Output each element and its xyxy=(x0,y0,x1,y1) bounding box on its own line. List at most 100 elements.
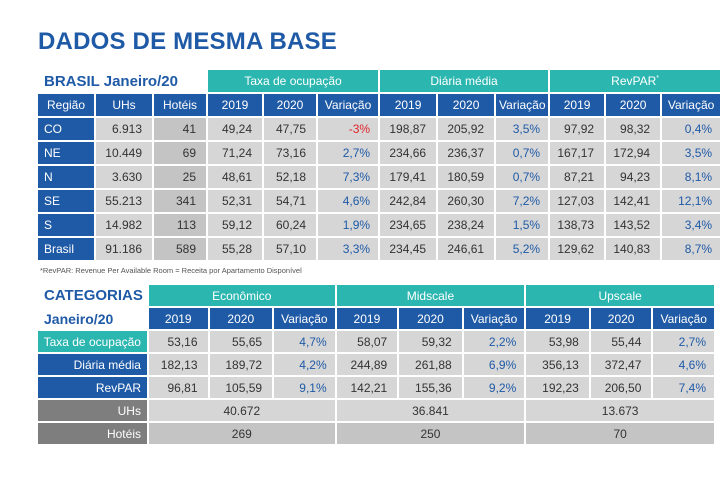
hoteis-cell: 25 xyxy=(154,166,207,188)
revpar-footnote: *RevPAR: Revenue Per Available Room = Re… xyxy=(40,266,302,275)
table-row: N 3.630 25 48,61 52,18 7,3% 179,41 180,59 0,7% 87… xyxy=(38,166,720,188)
region-cell: N xyxy=(38,166,94,188)
column-header: 2020 xyxy=(264,94,317,116)
region-cell: CO xyxy=(38,118,94,140)
table-row: RevPAR 96,81 105,59 9,1% 142,21 155,36 9,2% 192… xyxy=(38,377,714,398)
value-2019-cell: 192,23 xyxy=(526,377,589,398)
column-header: 2019 xyxy=(336,308,398,329)
value-2019-cell: 53,16 xyxy=(148,331,208,352)
variation-cell: 3,5% xyxy=(496,118,549,140)
variation-cell: 0,7% xyxy=(496,142,549,164)
value-2020-cell: 140,83 xyxy=(606,238,661,260)
value-2019-cell: 179,41 xyxy=(380,166,437,188)
value-2020-cell: 236,37 xyxy=(438,142,495,164)
variation-cell: 2,7% xyxy=(653,331,714,352)
variation-cell: 7,3% xyxy=(318,166,379,188)
variation-cell: 1,5% xyxy=(496,214,549,236)
value-2020-cell: 261,88 xyxy=(399,354,462,375)
value-2019-cell: 234,65 xyxy=(380,214,437,236)
page-title: DADOS DE MESMA BASE xyxy=(38,28,337,55)
region-cell: SE xyxy=(38,190,94,212)
column-header: 2020 xyxy=(590,308,652,329)
column-header: Região xyxy=(38,94,94,116)
categorias-subcaption: Janeiro/20 xyxy=(44,310,114,327)
table-row: Diária média 182,13 189,72 4,2% 244,89 261,88… xyxy=(38,354,714,375)
hoteis-upscale: 70 xyxy=(526,423,714,444)
column-header: 2020 xyxy=(399,308,462,329)
value-2020-cell: 189,72 xyxy=(209,354,273,375)
hoteis-cell: 41 xyxy=(154,118,207,140)
value-2019-cell: 234,66 xyxy=(380,142,437,164)
brasil-table-body: CO 6.913 41 49,24 47,75 -3% 198,87 205,92 3,5% 97… xyxy=(38,118,720,260)
column-header: 2020 xyxy=(606,94,661,116)
value-2019-cell: 49,24 xyxy=(208,118,263,140)
value-2019-cell: 127,03 xyxy=(550,190,605,212)
hoteis-economico: 269 xyxy=(148,423,335,444)
group-header-revpar-label: RevPAR xyxy=(611,74,657,88)
uhs-row: UHs 40.672 36.841 13.673 xyxy=(38,400,714,421)
variation-cell: 2,2% xyxy=(463,331,525,352)
variation-cell: -3% xyxy=(318,118,379,140)
variation-cell: 8,7% xyxy=(662,238,720,260)
column-header: 2019 xyxy=(148,308,208,329)
brasil-table: BRASIL Janeiro/20 Taxa de ocupação Diári… xyxy=(36,68,720,262)
value-2019-cell: 58,07 xyxy=(336,331,398,352)
column-header: 2019 xyxy=(208,94,263,116)
uhs-cell: 6.913 xyxy=(96,118,152,140)
value-2020-cell: 238,24 xyxy=(438,214,495,236)
variation-cell: 4,6% xyxy=(653,354,714,375)
uhs-upscale: 13.673 xyxy=(526,400,714,421)
value-2020-cell: 54,71 xyxy=(264,190,317,212)
value-2019-cell: 129,62 xyxy=(550,238,605,260)
categorias-table-body: Taxa de ocupação 53,16 55,65 4,7% 58,07 59,32… xyxy=(38,331,714,398)
value-2019-cell: 48,61 xyxy=(208,166,263,188)
column-header: 2019 xyxy=(380,94,437,116)
value-2019-cell: 234,45 xyxy=(380,238,437,260)
column-header: Variação xyxy=(662,94,720,116)
column-header: 2020 xyxy=(438,94,495,116)
value-2019-cell: 96,81 xyxy=(148,377,208,398)
variation-cell: 5,2% xyxy=(496,238,549,260)
variation-cell: 2,7% xyxy=(318,142,379,164)
column-header: Variação xyxy=(463,308,525,329)
value-2019-cell: 52,31 xyxy=(208,190,263,212)
value-2019-cell: 97,92 xyxy=(550,118,605,140)
value-2019-cell: 53,98 xyxy=(526,331,589,352)
value-2020-cell: 105,59 xyxy=(209,377,273,398)
value-2019-cell: 59,12 xyxy=(208,214,263,236)
table-row: Brasil 91.186 589 55,28 57,10 3,3% 234,45 246,6… xyxy=(38,238,720,260)
value-2020-cell: 246,61 xyxy=(438,238,495,260)
variation-cell: 4,7% xyxy=(274,331,335,352)
hoteis-row: Hotéis 269 250 70 xyxy=(38,423,714,444)
variation-cell: 3,5% xyxy=(662,142,720,164)
column-header: UHs xyxy=(96,94,152,116)
value-2019-cell: 55,28 xyxy=(208,238,263,260)
value-2020-cell: 205,92 xyxy=(438,118,495,140)
revpar-asterisk: * xyxy=(656,75,660,82)
value-2020-cell: 47,75 xyxy=(264,118,317,140)
metric-label: RevPAR xyxy=(38,377,147,398)
brasil-caption: BRASIL Janeiro/20 xyxy=(44,72,178,90)
value-2020-cell: 94,23 xyxy=(606,166,661,188)
group-header-revpar: RevPAR* xyxy=(550,70,720,92)
value-2020-cell: 172,94 xyxy=(606,142,661,164)
region-cell: NE xyxy=(38,142,94,164)
column-header: 2019 xyxy=(526,308,589,329)
column-header: 2019 xyxy=(550,94,605,116)
table-row: NE 10.449 69 71,24 73,16 2,7% 234,66 236,37 0,7%… xyxy=(38,142,720,164)
variation-cell: 9,1% xyxy=(274,377,335,398)
column-header: Variação xyxy=(318,94,379,116)
variation-cell: 3,4% xyxy=(662,214,720,236)
value-2020-cell: 180,59 xyxy=(438,166,495,188)
variation-cell: 4,6% xyxy=(318,190,379,212)
uhs-economico: 40.672 xyxy=(148,400,335,421)
group-header-economico: Econômico xyxy=(148,285,335,306)
variation-cell: 4,2% xyxy=(274,354,335,375)
column-header: Variação xyxy=(653,308,714,329)
value-2019-cell: 142,21 xyxy=(336,377,398,398)
variation-cell: 7,2% xyxy=(496,190,549,212)
hoteis-midscale: 250 xyxy=(336,423,525,444)
value-2020-cell: 57,10 xyxy=(264,238,317,260)
value-2020-cell: 98,32 xyxy=(606,118,661,140)
column-header: 2020 xyxy=(209,308,273,329)
